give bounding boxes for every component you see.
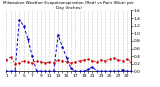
Title: Milwaukee Weather Evapotranspiration (Red) vs Rain (Blue) per Day (Inches): Milwaukee Weather Evapotranspiration (Re…: [3, 1, 134, 10]
